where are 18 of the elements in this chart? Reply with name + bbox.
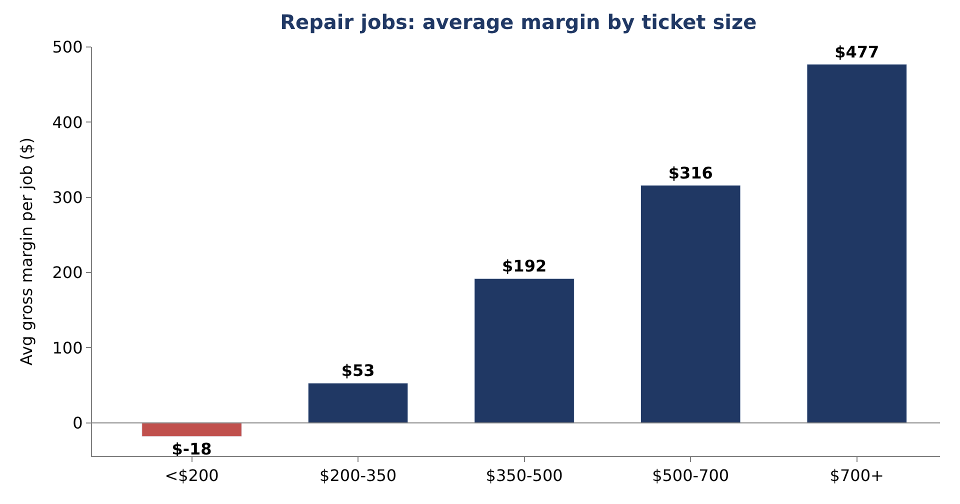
x-tick-label: $700+ (830, 466, 884, 486)
y-tick-label: 200 (52, 263, 83, 282)
y-tick-label: 0 (72, 414, 83, 433)
y-tick-label: 400 (52, 112, 83, 132)
y-tick-label: 300 (52, 188, 83, 207)
x-tick-label: $500-700 (652, 466, 730, 486)
chart-title: Repair jobs: average margin by ticket size (280, 10, 757, 34)
data-label: $53 (341, 361, 375, 380)
x-tick-label: $350-500 (486, 466, 563, 486)
data-label: $477 (834, 42, 880, 62)
data-label: $192 (502, 256, 547, 276)
y-axis-title: Avg gross margin per job ($) (17, 138, 36, 366)
data-label: $316 (668, 163, 713, 182)
x-tick-label: $200-350 (320, 466, 397, 486)
x-tick-label: <$200 (164, 466, 219, 486)
data-label: $-18 (172, 439, 212, 458)
y-tick-label: 500 (52, 38, 83, 57)
y-tick-label: 100 (52, 338, 83, 358)
